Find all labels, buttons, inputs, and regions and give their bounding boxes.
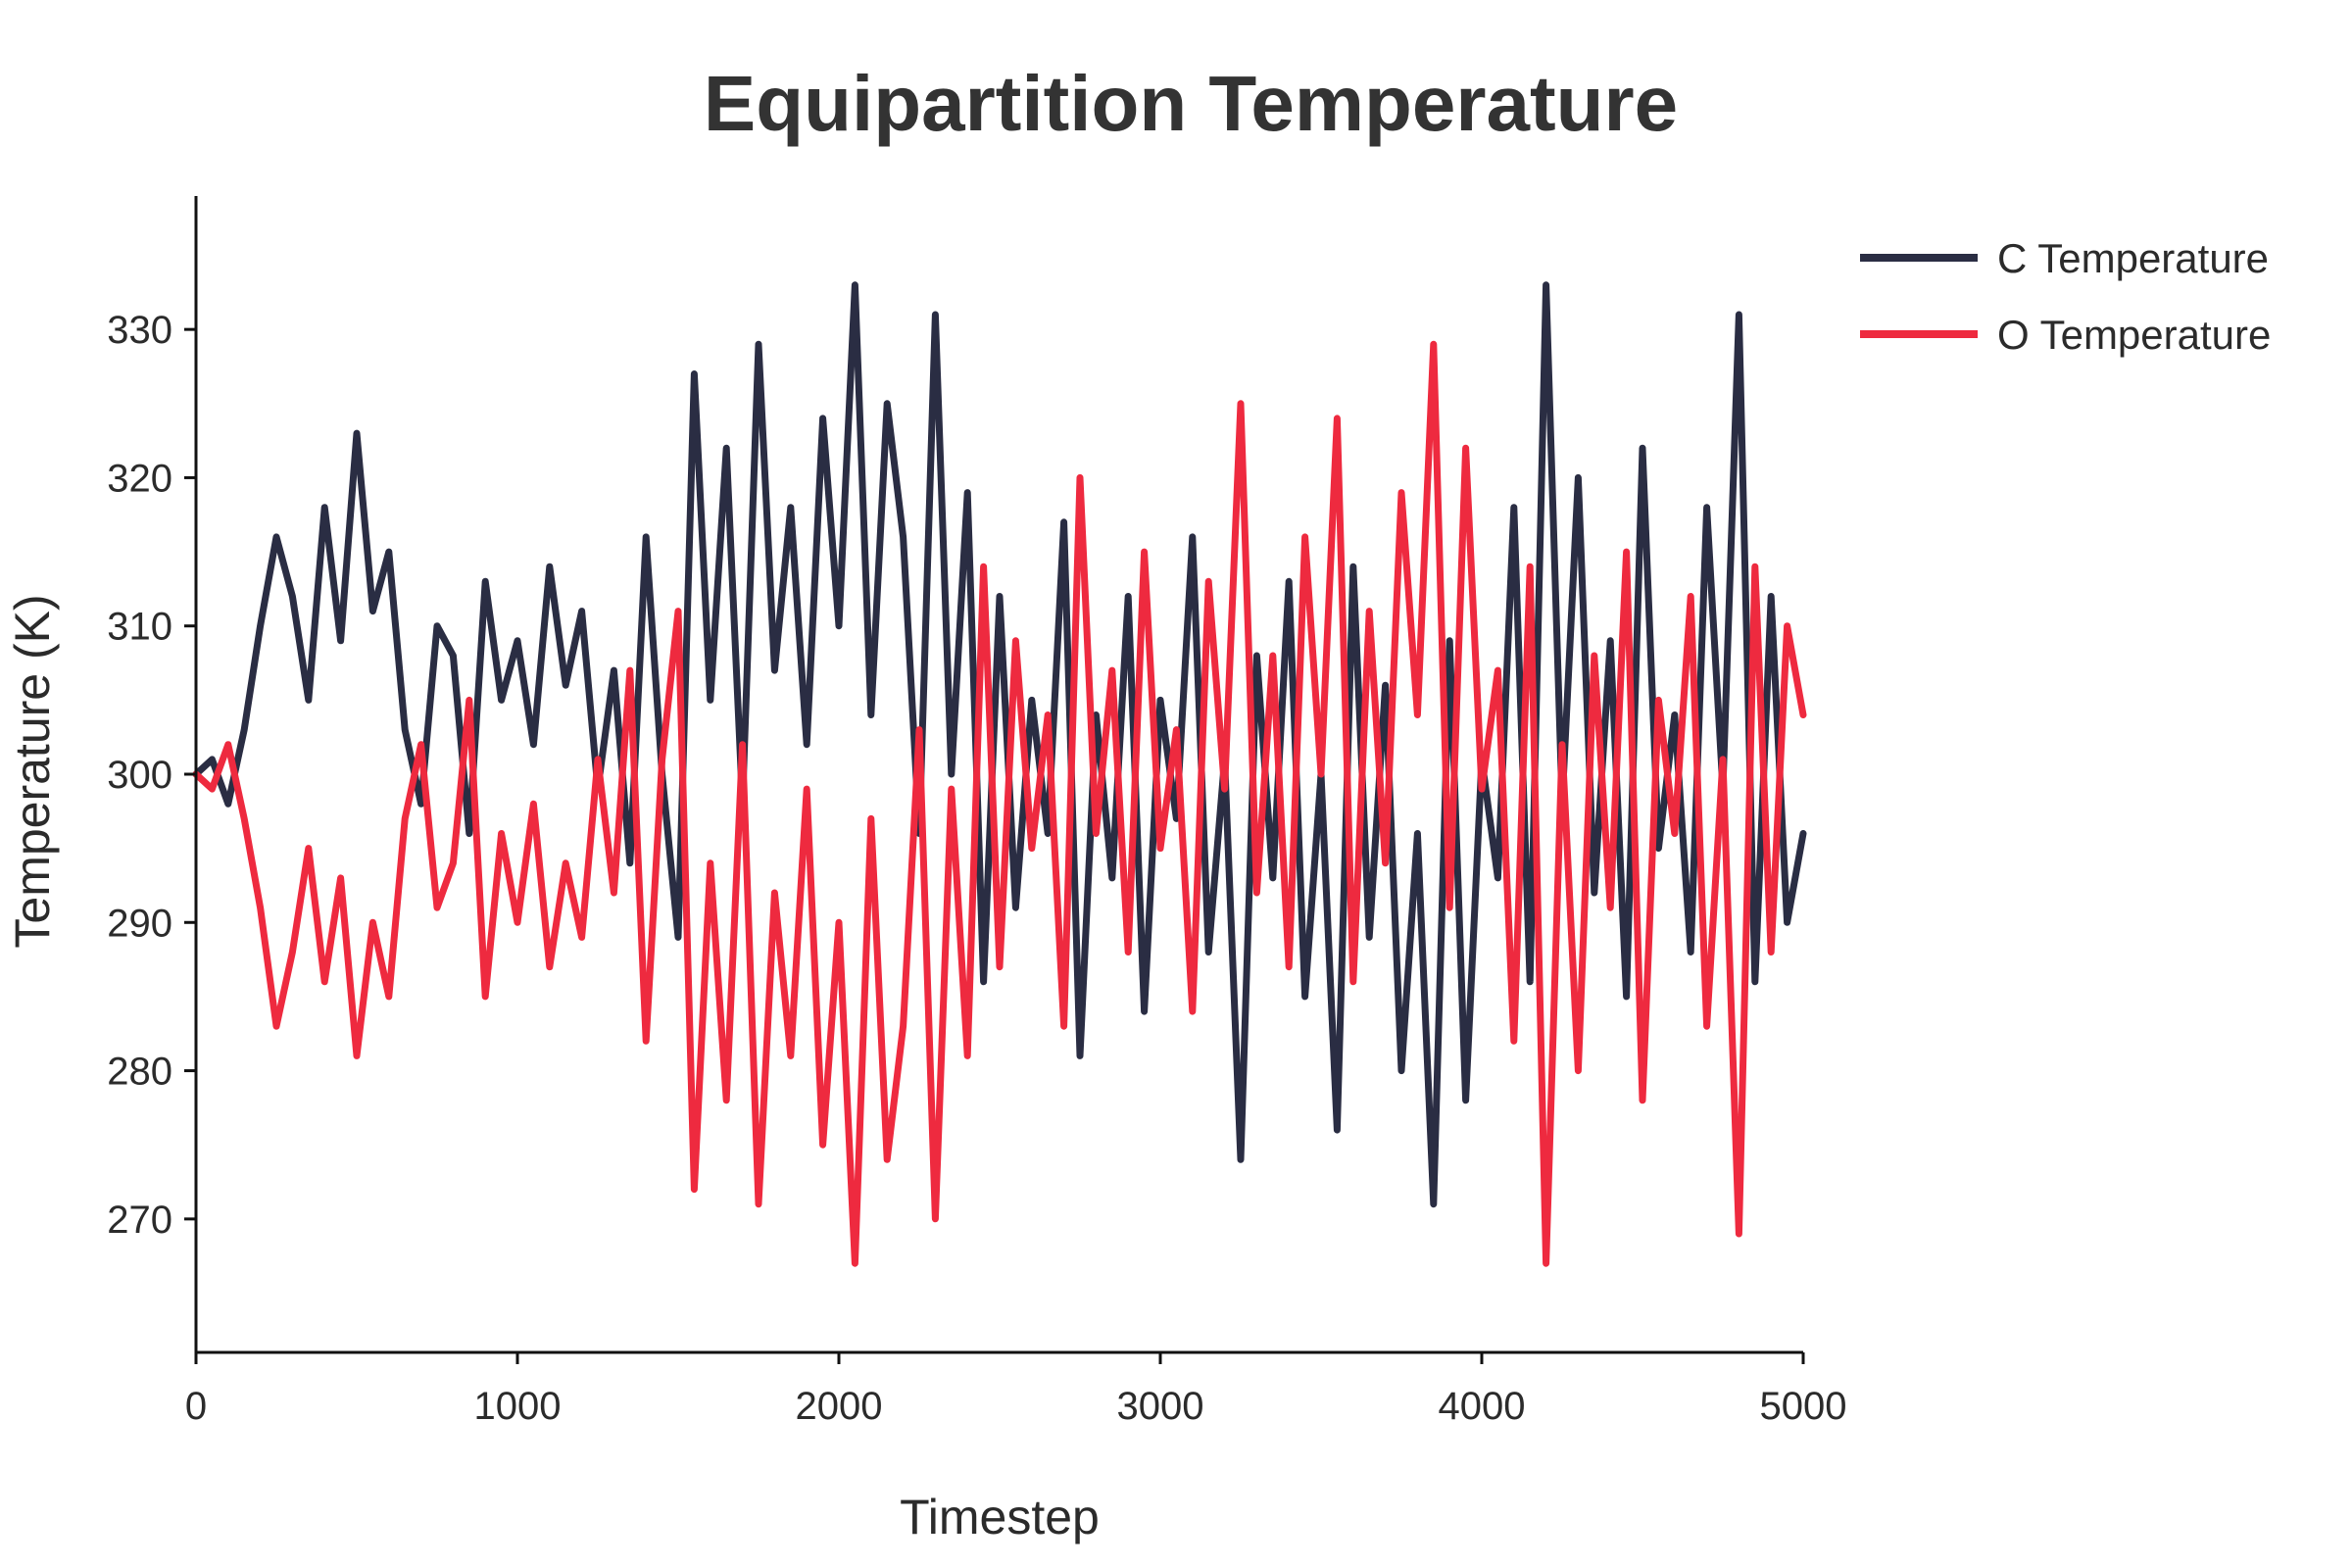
y-tick-label: 290: [107, 902, 172, 945]
y-axis-title: Temperature (K): [5, 594, 60, 948]
x-tick-label: 0: [185, 1385, 207, 1428]
y-tick-label: 300: [107, 754, 172, 797]
y-tick-label: 280: [107, 1051, 172, 1094]
x-tick-label: 5000: [1760, 1385, 1847, 1428]
chart-title: Equipartition Temperature: [704, 60, 1678, 147]
legend-label: O Temperature: [1997, 312, 2271, 358]
y-tick-label: 310: [107, 606, 172, 649]
x-tick-label: 1000: [474, 1385, 562, 1428]
y-tick-label: 320: [107, 457, 172, 500]
plot-area: [192, 281, 1807, 1267]
x-tick-label: 3000: [1117, 1385, 1204, 1428]
y-tick-label: 270: [107, 1199, 172, 1242]
y-tick-label: 330: [107, 309, 172, 352]
x-tick-label: 4000: [1439, 1385, 1526, 1428]
y-axis: 270 280 290 300 310 320 330: [107, 196, 198, 1352]
legend: C Temperature O Temperature: [1860, 235, 2271, 358]
x-tick-label: 2000: [796, 1385, 883, 1428]
series-line-o-temperature: [192, 340, 1807, 1267]
x-axis: 0 1000 2000 3000 4000 5000: [185, 1350, 1847, 1428]
x-axis-title: Timestep: [900, 1490, 1100, 1544]
legend-label: C Temperature: [1997, 235, 2269, 281]
